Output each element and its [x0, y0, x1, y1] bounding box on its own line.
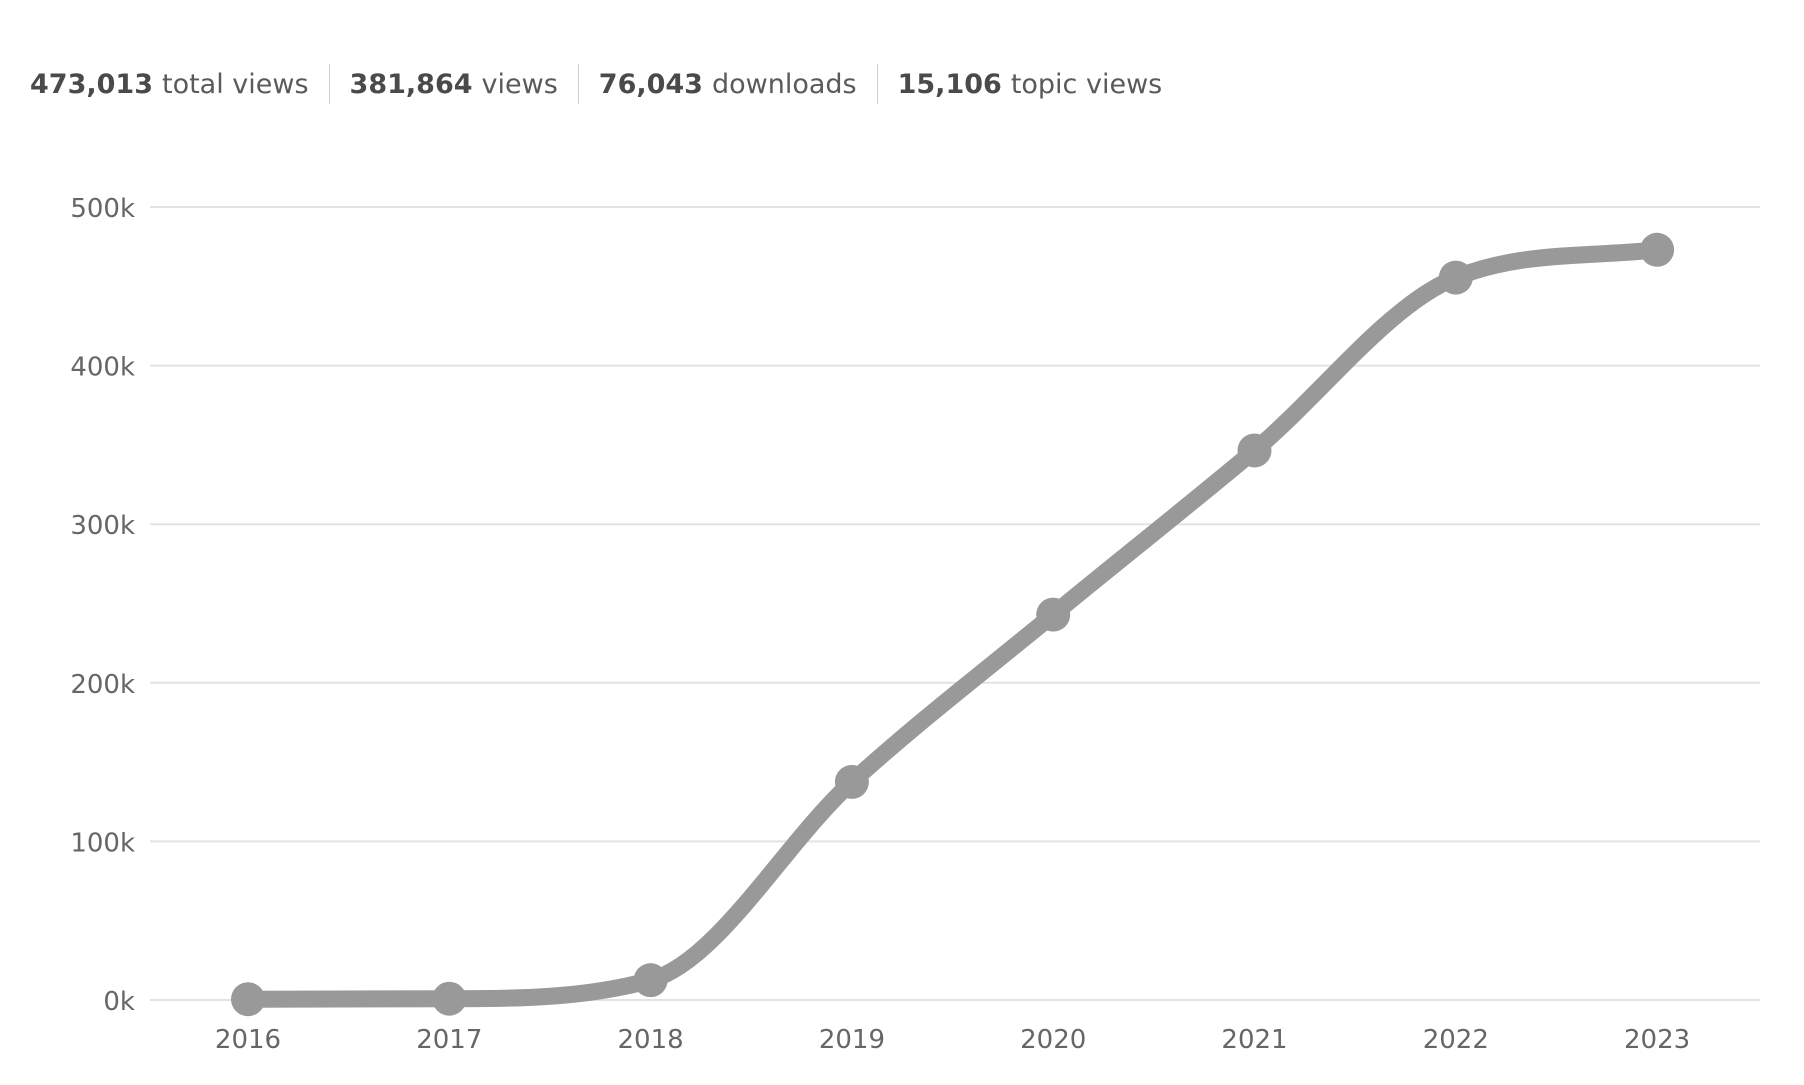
- stat-label: views: [481, 68, 558, 100]
- grid-layer: [150, 206, 1760, 1001]
- y-tick-label: 100k: [70, 828, 135, 858]
- data-point-2018[interactable]: [633, 963, 668, 998]
- y-axis-ticks: 0k 100k 200k 300k 400k 500k: [70, 194, 135, 1017]
- data-points: [231, 232, 1675, 1017]
- y-tick-label: 400k: [70, 353, 135, 383]
- data-point-2020[interactable]: [1036, 597, 1071, 632]
- x-tick-label: 2016: [215, 1025, 281, 1055]
- x-tick-label: 2023: [1624, 1025, 1690, 1055]
- stat-views: 381,864 views: [328, 64, 578, 104]
- y-tick-label: 0k: [103, 987, 135, 1017]
- stat-value: 15,106: [897, 68, 1002, 100]
- data-point-2021[interactable]: [1237, 433, 1272, 468]
- x-tick-label: 2021: [1221, 1025, 1287, 1055]
- stat-label: downloads: [711, 68, 857, 100]
- data-point-2016[interactable]: [231, 982, 265, 1017]
- x-tick-label: 2017: [416, 1025, 482, 1055]
- stats-bar: 473,013 total views 381,864 views 76,043…: [30, 64, 1182, 104]
- stat-total-views: 473,013 total views: [30, 64, 329, 104]
- series-line-layer: [239, 241, 1666, 1008]
- data-point-2019[interactable]: [834, 764, 869, 799]
- series-line: [239, 241, 1666, 1008]
- stat-label: total views: [161, 68, 309, 100]
- x-tick-label: 2018: [618, 1025, 684, 1055]
- x-tick-label: 2020: [1020, 1025, 1086, 1055]
- x-tick-label: 2019: [819, 1025, 885, 1055]
- stat-value: 381,864: [349, 68, 473, 100]
- y-tick-label: 300k: [70, 511, 135, 541]
- stat-label: topic views: [1010, 68, 1163, 100]
- y-tick-label: 500k: [70, 194, 135, 224]
- stat-topic-views: 15,106 topic views: [876, 64, 1183, 104]
- stat-value: 473,013: [30, 68, 153, 100]
- data-point-2022[interactable]: [1438, 260, 1473, 295]
- stat-value: 76,043: [598, 68, 703, 100]
- x-tick-label: 2022: [1423, 1025, 1489, 1055]
- y-tick-label: 200k: [70, 670, 135, 700]
- data-point-2023[interactable]: [1640, 232, 1675, 267]
- x-axis-ticks: 2016 2017 2018 2019 2020 2021 2022 2023: [215, 1025, 1690, 1055]
- stat-downloads: 76,043 downloads: [577, 64, 877, 104]
- data-point-2017[interactable]: [432, 981, 467, 1016]
